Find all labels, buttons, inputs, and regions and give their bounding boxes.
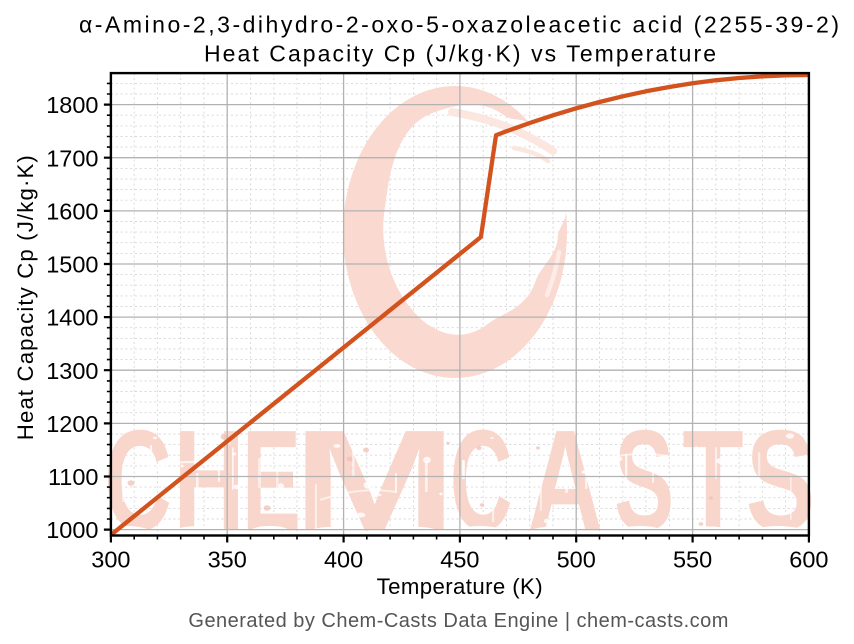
svg-text:1100: 1100 [48, 464, 99, 490]
svg-text:1400: 1400 [46, 305, 98, 331]
svg-text:1800: 1800 [46, 92, 98, 118]
svg-text:550: 550 [673, 547, 712, 573]
svg-text:1000: 1000 [46, 517, 98, 543]
svg-text:500: 500 [557, 547, 596, 573]
svg-text:Temperature (K): Temperature (K) [377, 574, 543, 599]
svg-text:Generated by Chem-Casts Data E: Generated by Chem-Casts Data Engine | ch… [188, 610, 728, 632]
svg-text:600: 600 [789, 547, 828, 573]
svg-text:Heat Capacity Cp (J/kg·K): Heat Capacity Cp (J/kg·K) [13, 155, 38, 440]
svg-text:400: 400 [324, 547, 363, 573]
svg-text:1200: 1200 [46, 411, 98, 437]
svg-text:α-Amino-2,3-dihydro-2-oxo-5-ox: α-Amino-2,3-dihydro-2-oxo-5-oxazoleaceti… [79, 12, 839, 38]
svg-text:Heat Capacity Cp (J/kg·K) vs T: Heat Capacity Cp (J/kg·K) vs Temperature [204, 41, 716, 67]
svg-text:1500: 1500 [46, 252, 98, 278]
svg-text:1700: 1700 [46, 145, 98, 171]
svg-text:1300: 1300 [46, 358, 98, 384]
svg-text:350: 350 [208, 547, 247, 573]
svg-text:450: 450 [440, 547, 479, 573]
svg-text:300: 300 [91, 547, 130, 573]
svg-text:1600: 1600 [46, 199, 98, 225]
